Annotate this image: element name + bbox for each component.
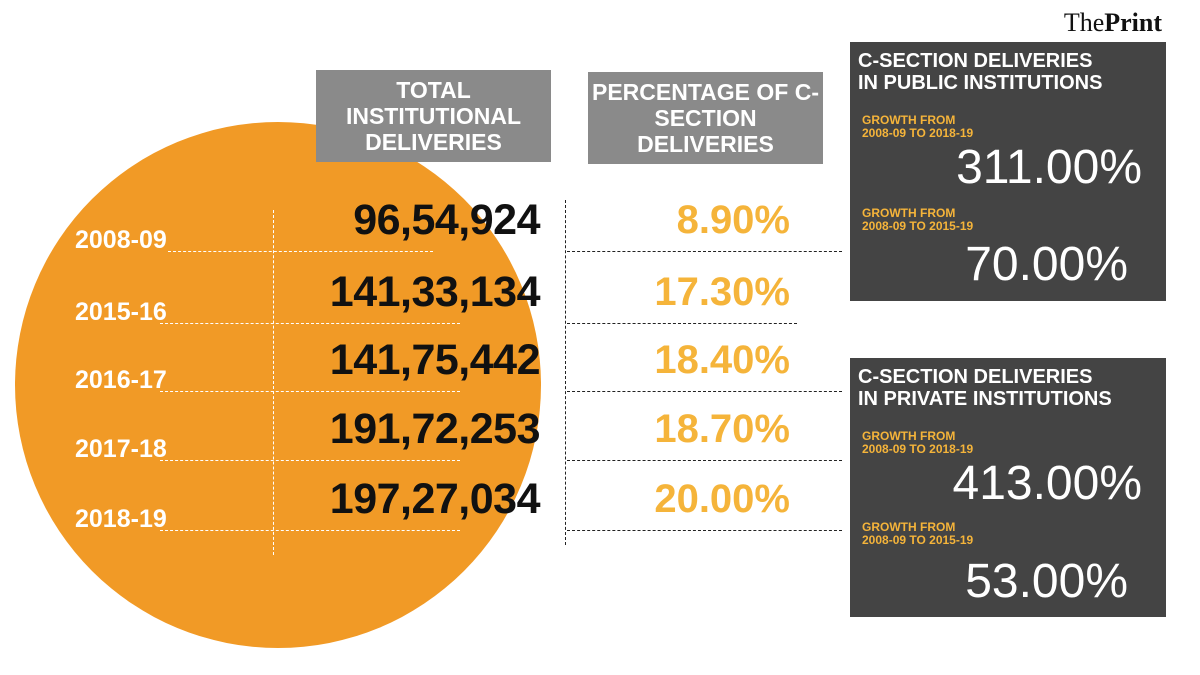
- total-deliveries-value: 141,75,442: [329, 336, 541, 384]
- public-title-line2: IN PUBLIC INSTITUTIONS: [858, 72, 1103, 94]
- row-divider-white: [160, 323, 460, 324]
- public-growth2-value: 70.00%: [965, 238, 1128, 291]
- label-line: GROWTH FROM: [862, 113, 956, 127]
- total-deliveries-value: 191,72,253: [329, 405, 541, 453]
- header-total-deliveries: TOTAL INSTITUTIONAL DELIVERIES: [316, 70, 551, 162]
- orange-circle-background: [15, 122, 541, 648]
- row-divider-white: [168, 251, 433, 252]
- row-divider-white: [160, 391, 460, 392]
- header-percentage-csection: PERCENTAGE OF C-SECTION DELIVERIES: [588, 72, 823, 164]
- public-growth1-value: 311.00%: [956, 141, 1142, 194]
- header-percentage-text: PERCENTAGE OF C-SECTION DELIVERIES: [591, 79, 820, 157]
- label-line: 2008-09 TO 2018-19: [862, 126, 974, 140]
- theprint-logo: ThePrint: [1064, 8, 1162, 38]
- private-title-line2: IN PRIVATE INSTITUTIONS: [858, 388, 1112, 410]
- total-deliveries-value: 96,54,924: [353, 196, 540, 244]
- row-divider-white: [160, 530, 460, 531]
- year-label: 2016-17: [75, 366, 167, 394]
- csection-percentage-value: 8.90%: [676, 198, 790, 242]
- label-line: 2008-09 TO 2018-19: [862, 442, 974, 456]
- year-label: 2008-09: [75, 226, 167, 254]
- year-label: 2015-16: [75, 298, 167, 326]
- private-growth2-value: 53.00%: [965, 555, 1128, 608]
- logo-text-light: The: [1063, 8, 1105, 37]
- public-growth2-label: GROWTH FROM 2008-09 TO 2015-19: [862, 207, 973, 233]
- label-line: GROWTH FROM: [862, 429, 956, 443]
- private-growth2-label: GROWTH FROM 2008-09 TO 2015-19: [862, 521, 973, 547]
- private-institutions-box: C-SECTION DELIVERIES IN PRIVATE INSTITUTI…: [850, 358, 1166, 617]
- private-title-line1: C-SECTION DELIVERIES: [858, 366, 1093, 388]
- row-divider-white: [160, 460, 460, 461]
- column-divider-white: [273, 210, 274, 555]
- logo-text-bold: Print: [1104, 8, 1162, 37]
- row-divider-dark: [567, 323, 797, 324]
- public-box-title: C-SECTION DELIVERIES IN PUBLIC INSTITUTIO…: [858, 50, 1102, 94]
- label-line: GROWTH FROM: [862, 206, 956, 220]
- csection-percentage-value: 20.00%: [654, 477, 790, 521]
- year-label: 2017-18: [75, 435, 167, 463]
- private-box-title: C-SECTION DELIVERIES IN PRIVATE INSTITUTI…: [858, 366, 1112, 410]
- row-divider-dark: [567, 460, 842, 461]
- label-line: GROWTH FROM: [862, 520, 956, 534]
- csection-percentage-value: 18.40%: [654, 338, 790, 382]
- label-line: 2008-09 TO 2015-19: [862, 533, 974, 547]
- csection-percentage-value: 18.70%: [654, 407, 790, 451]
- row-divider-dark: [567, 530, 842, 531]
- total-deliveries-value: 141,33,134: [329, 268, 541, 316]
- row-divider-dark: [567, 391, 842, 392]
- private-growth1-label: GROWTH FROM 2008-09 TO 2018-19: [862, 430, 973, 456]
- column-divider-dark: [565, 200, 566, 545]
- public-institutions-box: C-SECTION DELIVERIES IN PUBLIC INSTITUTIO…: [850, 42, 1166, 301]
- total-deliveries-value: 197,27,034: [329, 475, 541, 523]
- label-line: 2008-09 TO 2015-19: [862, 219, 974, 233]
- header-total-text: TOTAL INSTITUTIONAL DELIVERIES: [345, 77, 522, 155]
- year-label: 2018-19: [75, 505, 167, 533]
- row-divider-dark: [567, 251, 842, 252]
- private-growth1-value: 413.00%: [952, 457, 1143, 510]
- public-growth1-label: GROWTH FROM 2008-09 TO 2018-19: [862, 114, 973, 140]
- public-title-line1: C-SECTION DELIVERIES: [858, 50, 1093, 72]
- csection-percentage-value: 17.30%: [654, 270, 790, 314]
